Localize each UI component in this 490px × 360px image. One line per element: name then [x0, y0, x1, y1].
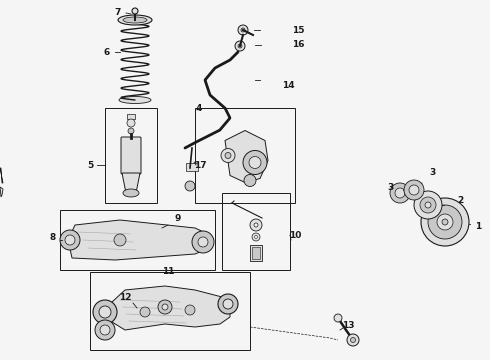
Circle shape — [65, 235, 75, 245]
Circle shape — [95, 320, 115, 340]
Polygon shape — [225, 131, 268, 183]
Circle shape — [198, 237, 208, 247]
Circle shape — [132, 8, 138, 14]
Text: 3: 3 — [387, 183, 393, 192]
Text: 16: 16 — [292, 40, 304, 49]
Circle shape — [221, 149, 235, 162]
Circle shape — [249, 157, 261, 168]
Text: 6: 6 — [104, 48, 110, 57]
Circle shape — [244, 175, 256, 186]
Ellipse shape — [123, 189, 139, 197]
Circle shape — [235, 41, 245, 51]
Text: 11: 11 — [162, 267, 174, 276]
Text: 3: 3 — [429, 167, 435, 176]
Circle shape — [420, 197, 436, 213]
Bar — [60, 210, 215, 270]
Bar — [222, 193, 290, 270]
Bar — [105, 108, 157, 203]
Text: 9: 9 — [175, 213, 181, 222]
Circle shape — [428, 205, 462, 239]
Text: 1: 1 — [475, 221, 481, 230]
Circle shape — [421, 198, 469, 246]
Circle shape — [185, 305, 195, 315]
Circle shape — [442, 219, 448, 225]
Circle shape — [114, 234, 126, 246]
Circle shape — [158, 300, 172, 314]
Text: 2: 2 — [457, 195, 463, 204]
Circle shape — [390, 183, 410, 203]
Polygon shape — [0, 168, 3, 183]
Circle shape — [93, 300, 117, 324]
Text: 12: 12 — [119, 293, 131, 302]
Ellipse shape — [119, 96, 151, 104]
Circle shape — [334, 314, 342, 322]
Text: 8: 8 — [50, 233, 56, 242]
Circle shape — [100, 325, 110, 335]
Circle shape — [404, 180, 424, 200]
Bar — [186, 163, 198, 171]
Circle shape — [140, 307, 150, 317]
Circle shape — [192, 231, 214, 253]
Text: 10: 10 — [289, 230, 301, 239]
Circle shape — [414, 191, 442, 219]
Bar — [252, 247, 260, 259]
Circle shape — [254, 235, 258, 239]
Circle shape — [185, 181, 195, 191]
Circle shape — [162, 304, 168, 310]
Text: 13: 13 — [342, 320, 354, 329]
Text: 17: 17 — [194, 161, 206, 170]
Circle shape — [395, 188, 405, 198]
Circle shape — [347, 334, 359, 346]
Polygon shape — [122, 173, 140, 193]
Circle shape — [218, 294, 238, 314]
Polygon shape — [112, 286, 230, 330]
Circle shape — [60, 230, 80, 250]
Circle shape — [425, 202, 431, 208]
Circle shape — [252, 233, 260, 241]
Circle shape — [243, 150, 267, 175]
Circle shape — [238, 44, 242, 48]
Bar — [250, 245, 262, 261]
Circle shape — [254, 223, 258, 227]
Bar — [195, 108, 295, 203]
Text: 7: 7 — [115, 8, 121, 17]
Polygon shape — [0, 187, 3, 197]
Polygon shape — [68, 220, 210, 260]
Text: 15: 15 — [292, 26, 304, 35]
Text: 14: 14 — [282, 81, 294, 90]
Circle shape — [241, 28, 245, 32]
Circle shape — [437, 214, 453, 230]
Circle shape — [250, 219, 262, 231]
Circle shape — [409, 185, 419, 195]
Bar — [127, 114, 135, 119]
Bar — [90, 272, 250, 350]
FancyBboxPatch shape — [121, 137, 141, 174]
Circle shape — [238, 25, 248, 35]
Circle shape — [350, 338, 356, 342]
Ellipse shape — [118, 15, 152, 25]
Circle shape — [225, 153, 231, 158]
Circle shape — [128, 128, 134, 134]
Ellipse shape — [123, 17, 147, 23]
Circle shape — [127, 119, 135, 127]
Text: 5: 5 — [87, 161, 93, 170]
Circle shape — [223, 299, 233, 309]
Circle shape — [99, 306, 111, 318]
Text: 4: 4 — [196, 104, 202, 113]
